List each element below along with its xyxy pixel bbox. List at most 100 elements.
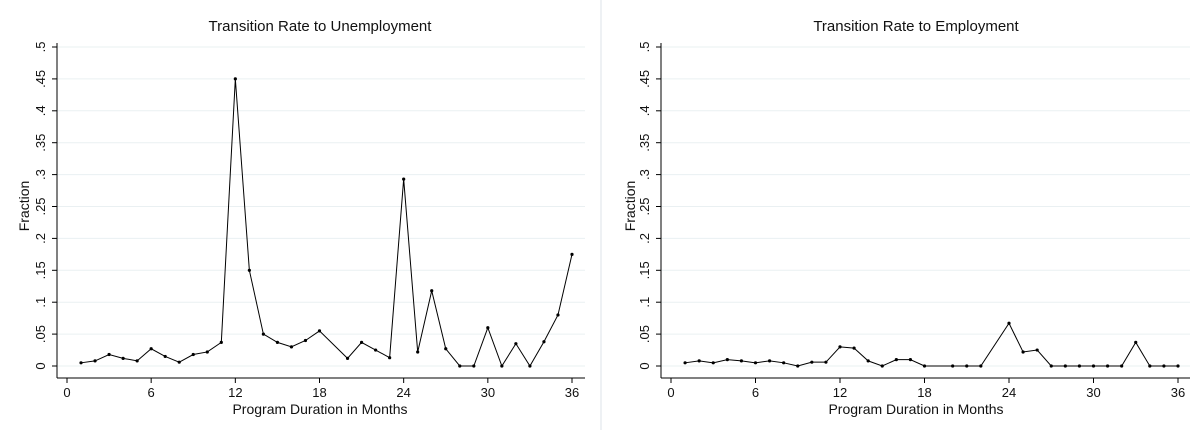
data-point xyxy=(303,338,308,343)
y-tick-label: .1 xyxy=(637,297,652,308)
x-axis-label: Program Duration in Months xyxy=(232,401,407,417)
data-point xyxy=(1134,340,1138,344)
x-tick-label: 24 xyxy=(1002,385,1016,400)
data-point xyxy=(908,358,913,362)
y-tick-label: .25 xyxy=(637,197,652,215)
data-point xyxy=(163,354,167,359)
data-point xyxy=(1049,364,1053,368)
y-tick-label: .2 xyxy=(33,233,48,244)
data-point xyxy=(683,361,687,365)
data-point xyxy=(359,340,364,344)
series-line xyxy=(685,322,1178,367)
data-point xyxy=(824,360,828,364)
data-point xyxy=(556,313,560,317)
chart-title: Transition Rate to Unemployment xyxy=(209,18,433,35)
data-point xyxy=(79,361,83,365)
data-point xyxy=(500,364,504,368)
data-point xyxy=(388,356,392,360)
data-point xyxy=(135,359,139,363)
data-point xyxy=(838,345,842,349)
data-point xyxy=(894,358,898,362)
data-point xyxy=(275,340,280,344)
y-tick-label: .35 xyxy=(637,134,652,152)
data-point xyxy=(697,359,701,363)
x-tick-label: 6 xyxy=(148,385,155,400)
data-point xyxy=(247,268,251,272)
x-tick-label: 0 xyxy=(667,385,674,400)
x-tick-label: 18 xyxy=(312,385,326,400)
chart-employment-svg: Transition Rate to Employment Program Du… xyxy=(622,18,1190,417)
chart-unemployment: Transition Rate to Unemployment Program … xyxy=(0,0,600,430)
y-tick-label: .1 xyxy=(33,297,48,308)
data-point xyxy=(852,346,856,350)
x-tick-label: 24 xyxy=(396,385,410,400)
x-tick-label: 18 xyxy=(917,385,931,400)
data-point xyxy=(345,356,350,360)
panel-divider xyxy=(600,0,602,430)
data-point xyxy=(93,359,97,363)
data-point xyxy=(810,360,814,364)
x-tick-label: 30 xyxy=(1086,385,1100,400)
y-tick-label: .4 xyxy=(33,105,48,116)
data-point xyxy=(1007,321,1011,325)
y-tick-label: 0 xyxy=(33,362,48,369)
data-point xyxy=(951,364,955,368)
data-point xyxy=(1091,364,1096,368)
data-point xyxy=(570,252,574,256)
data-point xyxy=(880,364,884,368)
data-point xyxy=(514,342,518,346)
data-point xyxy=(1176,364,1180,368)
data-point xyxy=(121,356,125,360)
data-point xyxy=(1120,364,1124,368)
data-point xyxy=(317,329,322,333)
data-point xyxy=(1021,350,1025,354)
plot-area xyxy=(661,38,1190,378)
x-tick-label: 12 xyxy=(833,385,847,400)
chart-title: Transition Rate to Employment xyxy=(813,18,1019,35)
y-tick-label: .3 xyxy=(33,169,48,180)
y-tick-label: 0 xyxy=(637,362,652,369)
data-point xyxy=(486,326,490,330)
y-tick-label: .05 xyxy=(637,325,652,343)
x-tick-label: 30 xyxy=(481,385,495,400)
data-point xyxy=(542,340,546,344)
data-point xyxy=(767,359,772,363)
data-point xyxy=(1063,364,1067,368)
data-point xyxy=(458,364,462,368)
data-point xyxy=(472,364,476,368)
data-point xyxy=(979,364,983,368)
y-axis-label: Fraction xyxy=(622,181,638,232)
data-point xyxy=(782,361,786,365)
data-point xyxy=(233,77,237,81)
data-point xyxy=(739,359,744,363)
data-point xyxy=(711,361,715,365)
y-tick-label: .3 xyxy=(637,169,652,180)
x-tick-label: 36 xyxy=(565,385,579,400)
y-tick-label: .15 xyxy=(33,261,48,279)
data-point xyxy=(416,350,420,354)
data-point xyxy=(725,358,729,362)
y-tick-label: .45 xyxy=(33,70,48,88)
data-point xyxy=(289,345,294,349)
data-point xyxy=(149,347,153,351)
data-point xyxy=(402,177,406,181)
data-point xyxy=(374,348,378,352)
x-tick-label: 36 xyxy=(1171,385,1185,400)
y-tick-label: .05 xyxy=(33,325,48,343)
data-point xyxy=(261,332,265,336)
y-tick-label: .45 xyxy=(637,70,652,88)
data-point xyxy=(965,364,969,368)
y-tick-label: .35 xyxy=(33,134,48,152)
data-point xyxy=(107,352,111,357)
x-tick-label: 0 xyxy=(63,385,70,400)
data-point xyxy=(1162,364,1166,368)
y-tick-label: .4 xyxy=(637,105,652,116)
data-point xyxy=(191,352,195,357)
x-tick-label: 6 xyxy=(752,385,759,400)
data-point xyxy=(444,347,448,351)
data-point xyxy=(796,364,800,368)
data-point xyxy=(922,364,927,368)
plot-area xyxy=(57,38,585,378)
data-point xyxy=(177,360,181,364)
